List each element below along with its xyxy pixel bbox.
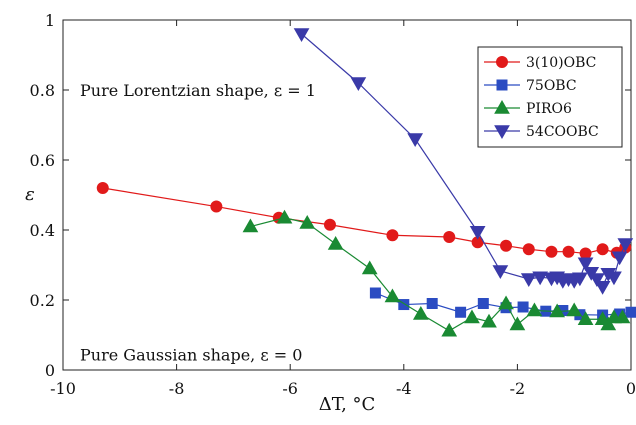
data-point <box>293 28 310 43</box>
data-point <box>596 243 609 256</box>
data-point <box>562 245 575 258</box>
x-axis-label: ΔT, °C <box>319 394 376 415</box>
legend-label: 75OBC <box>526 78 577 94</box>
data-point <box>566 302 583 317</box>
data-point <box>384 288 401 303</box>
data-point <box>520 273 537 288</box>
data-point <box>545 245 558 258</box>
axis-ticks: -10 -8 -6 -4 -2 0 0 0.2 0.4 0.6 0.8 1 <box>30 11 636 398</box>
legend-marker <box>496 56 508 68</box>
legend-label: 3(10)OBC <box>526 55 596 71</box>
x-tick-label: 0 <box>626 379 636 398</box>
data-point <box>350 77 367 92</box>
data-point <box>477 298 489 309</box>
data-point <box>611 251 628 266</box>
legend-marker <box>496 79 508 91</box>
data-point <box>509 316 526 331</box>
y-tick-label: 0.2 <box>30 291 55 310</box>
data-point <box>323 218 336 231</box>
x-tick-label: -2 <box>510 379 526 398</box>
data-point <box>276 209 293 224</box>
data-point <box>469 226 486 240</box>
x-tick-label: -10 <box>50 379 76 398</box>
data-point <box>532 271 548 286</box>
annotation-gaussian: Pure Gaussian shape, ε = 0 <box>80 345 302 364</box>
data-point <box>369 287 381 299</box>
data-point <box>594 280 611 295</box>
data-point <box>572 272 588 287</box>
data-point <box>464 309 480 324</box>
data-point <box>398 299 410 311</box>
y-axis-label: ε <box>25 184 35 205</box>
data-point <box>625 306 636 318</box>
data-point <box>589 273 605 288</box>
data-point <box>299 214 316 229</box>
data-point <box>242 218 259 233</box>
data-point <box>407 133 424 148</box>
series-PIRO6 <box>242 209 631 337</box>
legend: 3(10)OBC 75OBC PIRO6 54COOBC <box>477 46 623 148</box>
data-point <box>481 313 497 328</box>
data-point <box>443 231 456 243</box>
data-point <box>361 260 378 275</box>
data-point <box>606 271 622 286</box>
data-point <box>500 239 513 252</box>
series-layer <box>96 28 636 337</box>
data-point <box>441 322 458 337</box>
legend-label: PIRO6 <box>526 101 572 117</box>
data-point <box>526 302 543 317</box>
y-tick-label: 1 <box>45 11 55 30</box>
data-point <box>327 235 344 250</box>
data-point <box>600 316 617 331</box>
data-point <box>522 243 535 256</box>
y-tick-label: 0.4 <box>30 221 55 240</box>
y-tick-label: 0 <box>45 361 55 380</box>
data-point <box>577 257 594 272</box>
data-point <box>455 306 467 318</box>
data-point <box>412 305 429 320</box>
data-point <box>498 295 514 310</box>
data-point <box>577 311 594 325</box>
data-point <box>96 182 109 194</box>
series-54COOBC <box>293 28 634 295</box>
y-tick-label: 0.8 <box>30 81 55 100</box>
x-tick-label: -4 <box>396 379 412 398</box>
x-tick-label: -6 <box>282 379 298 398</box>
legend-label: 54COOBC <box>526 124 599 140</box>
data-point <box>492 265 509 279</box>
data-point <box>517 301 529 313</box>
legend-marker <box>494 99 510 114</box>
data-point <box>549 303 566 318</box>
data-point <box>210 200 223 213</box>
annotation-lorentzian: Pure Lorentzian shape, ε = 1 <box>80 81 316 100</box>
data-point <box>426 298 438 309</box>
y-tick-label: 0.6 <box>30 151 55 170</box>
legend-marker <box>494 125 510 140</box>
data-point <box>617 238 634 253</box>
x-tick-label: -8 <box>169 379 185 398</box>
data-point <box>614 309 631 324</box>
data-point <box>386 229 399 242</box>
data-point <box>579 247 592 260</box>
